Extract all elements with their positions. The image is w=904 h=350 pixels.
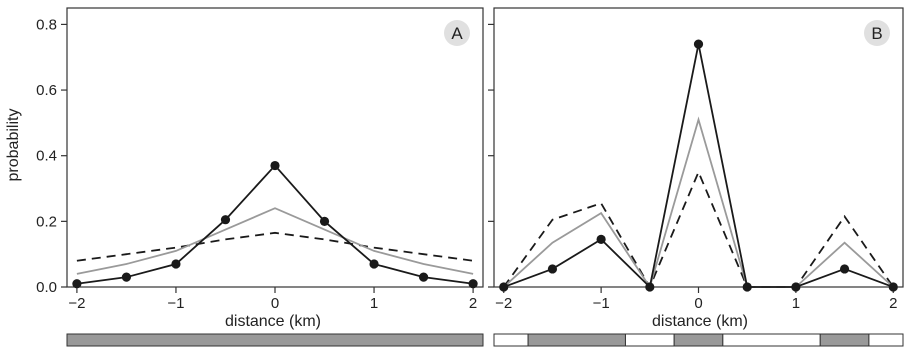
panel-b-data-point: [742, 282, 752, 292]
panel-b-strip-segment: [819, 333, 870, 347]
y-axis-title: probability: [5, 109, 22, 182]
panel-a-x-tick-label: 0: [271, 295, 279, 312]
panel-b-data-point: [645, 282, 655, 292]
panel-a-x-tick-label: 2: [469, 295, 477, 312]
panel-b-x-tick-label: −2: [495, 295, 512, 312]
panel-a-data-point: [171, 259, 181, 269]
panel-a-data-point: [369, 259, 379, 269]
panel-b: −2 −1 0 1 2 B: [488, 7, 904, 347]
panel-b-strip-segment: [493, 333, 529, 347]
panel-a-series-gray-line: [76, 207, 474, 275]
panel-b-strip-segment: [673, 333, 724, 347]
panel-a-y-tick-label: 0.2: [36, 213, 57, 230]
panel-a-data-point: [270, 160, 280, 171]
panel-a-data-point: [220, 215, 231, 225]
panel-b-data-point: [791, 282, 801, 292]
panel-b-data-point: [888, 282, 898, 292]
panel-a-label: A: [451, 24, 463, 43]
panel-b-data-point: [839, 264, 850, 274]
panel-b-strip-segment: [624, 333, 675, 347]
panel-b-strip-segment: [868, 333, 904, 347]
panel-b-label: B: [871, 24, 882, 43]
panel-a-frame: [66, 7, 484, 288]
panel-b-strip-segment: [722, 333, 821, 347]
panel-b-x-tick-label: −1: [593, 295, 610, 312]
panel-a-data-point: [468, 279, 478, 289]
panel-b-series-dashed-line: [503, 169, 895, 290]
panel-b-label-badge: [864, 20, 890, 46]
panel-a: 0.0 0.2 0.4 0.6 0.8 −2 −1 0 1 2 A: [36, 7, 484, 347]
panel-b-data-point: [596, 234, 606, 245]
panel-a-data-point: [121, 272, 132, 282]
panel-b-strip-segment: [527, 333, 626, 347]
panel-a-label-badge: [444, 20, 470, 46]
panel-b-x-tick-label: 2: [889, 295, 897, 312]
panel-a-data-point: [72, 279, 82, 289]
panel-a-data-point: [319, 216, 330, 226]
panel-a-x-tick-label: −2: [68, 295, 85, 312]
panel-b-x-tick-label: 0: [694, 295, 702, 312]
panel-a-data-point: [418, 272, 429, 282]
panel-a-series-dashed-line: [76, 231, 474, 262]
panel-b-x-axis-title: distance (km): [652, 313, 748, 330]
panel-b-series-gray-line: [503, 116, 894, 290]
panel-b-data-point: [547, 264, 558, 274]
panel-a-strip-segment: [66, 333, 484, 347]
panel-a-x-tick-label: 1: [370, 295, 378, 312]
panel-a-y-tick-label: 0.4: [36, 148, 57, 165]
panel-a-x-tick-label: −1: [167, 295, 184, 312]
panel-b-data-point: [693, 39, 704, 49]
panel-a-series-solid-markers-line: [76, 164, 474, 285]
panel-a-y-tick-label: 0.6: [36, 82, 57, 99]
panel-a-y-tick-label: 0.0: [36, 279, 57, 296]
panel-b-x-tick-label: 1: [792, 295, 800, 312]
panel-a-x-axis-title: distance (km): [225, 313, 321, 330]
panel-a-y-tick-label: 0.8: [36, 16, 57, 33]
panel-b-data-point: [499, 282, 509, 292]
